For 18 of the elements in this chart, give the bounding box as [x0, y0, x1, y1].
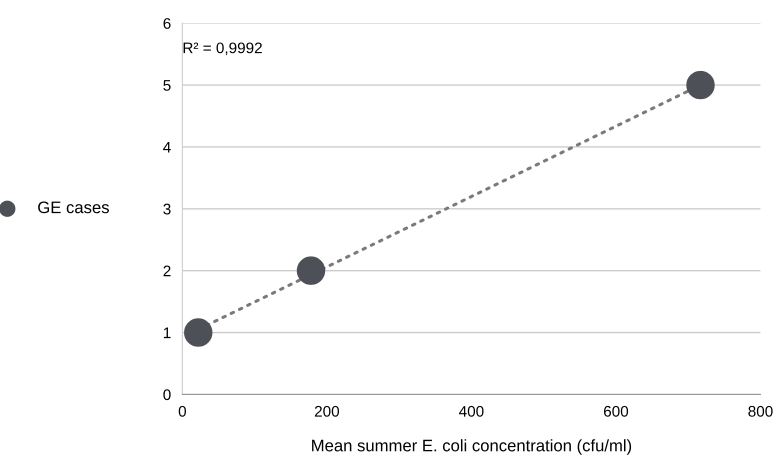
x-tick-label: 400: [459, 406, 484, 417]
point: [184, 318, 212, 347]
annotation: R² = 0,9992: [184, 42, 262, 56]
point: [296, 256, 326, 285]
point: [686, 70, 715, 100]
y-tick-label: 4: [163, 142, 171, 152]
x-tick-label: 200: [314, 406, 340, 417]
x-tick-label: 0: [178, 406, 186, 417]
y-tick-label: 1: [164, 328, 171, 338]
x-axis-title: Mean summer E. coli concentration (cfu/ml): [312, 439, 632, 455]
y-tick-label: 2: [164, 266, 170, 276]
y-tick-label: 5: [163, 80, 171, 91]
x-tick-label: 600: [604, 406, 628, 417]
legend-label: GE cases: [38, 201, 109, 214]
y-tick-label: 6: [164, 18, 171, 29]
x-tick-label: 800: [748, 406, 773, 417]
y-tick-label: 0: [163, 389, 171, 400]
y-tick-label: 3: [163, 204, 171, 214]
